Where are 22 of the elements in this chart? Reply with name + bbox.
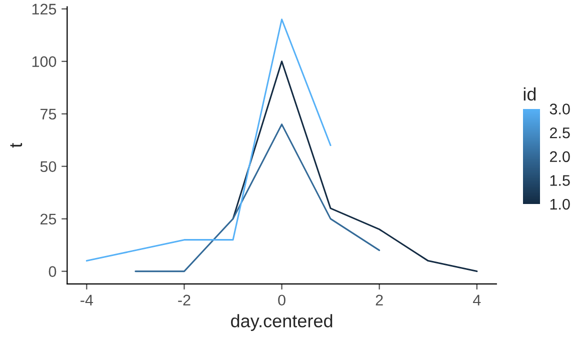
- color-bar-label: 3.0: [550, 104, 570, 114]
- x-axis-title: day.centered: [231, 314, 332, 331]
- y-tick-label: 25: [40, 214, 56, 225]
- x-tick-label: -2: [178, 294, 190, 306]
- color-bar-label: 1.5: [550, 175, 570, 186]
- x-tick-label: 4: [472, 294, 481, 306]
- y-tick-label: 50: [40, 161, 56, 172]
- x-tick-label: 0: [278, 294, 286, 306]
- y-tick-label: 0: [48, 266, 56, 277]
- line-series: [232, 60, 478, 272]
- color-bar-label: 2.5: [550, 127, 570, 138]
- color-bar-label: 1.0: [550, 198, 570, 210]
- x-tick-label: 2: [376, 294, 383, 306]
- y-tick-label: 125: [32, 4, 56, 15]
- y-tick-label: 100: [32, 56, 56, 68]
- line-series: [134, 124, 380, 272]
- x-tick-label: -4: [80, 294, 94, 306]
- color-bar-label: 2.0: [550, 151, 570, 162]
- y-tick-label: 75: [40, 108, 56, 120]
- color-bar-title: id: [524, 87, 536, 101]
- y-axis-title: t: [10, 142, 22, 148]
- line-series: [86, 18, 332, 262]
